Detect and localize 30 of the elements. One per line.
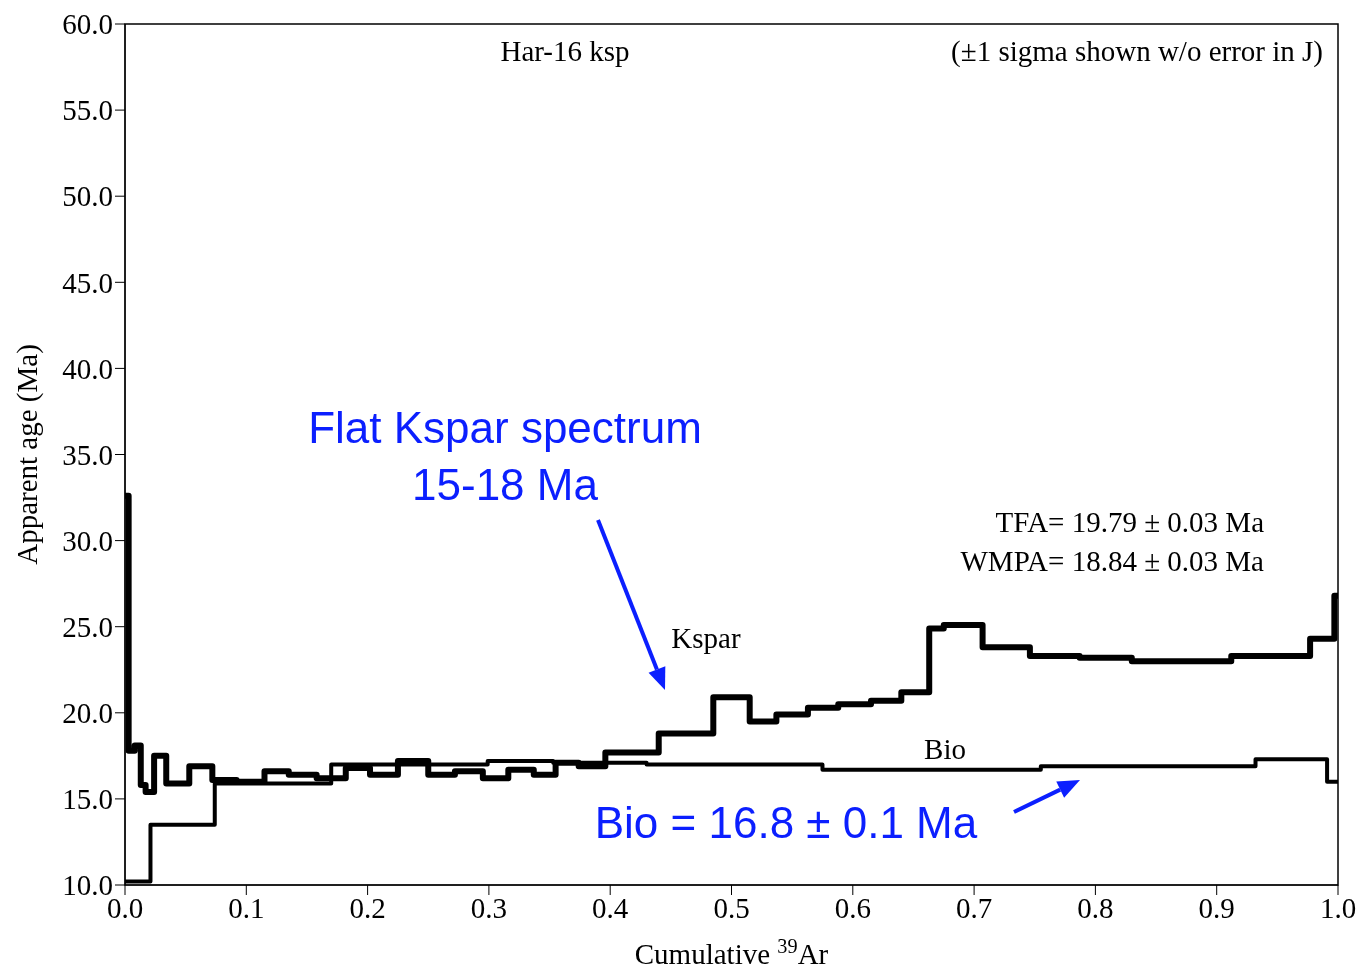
y-tick-label: 60.0	[62, 8, 113, 41]
y-tick-label: 35.0	[62, 438, 113, 471]
x-tick-label: 0.5	[713, 891, 750, 924]
y-tick-label: 50.0	[62, 180, 113, 213]
x-tick-label: 0.8	[1077, 891, 1114, 924]
y-axis-title: Apparent age (Ma)	[11, 344, 44, 565]
x-tick-label: 0.2	[349, 891, 386, 924]
series-label: Kspar	[671, 622, 741, 654]
y-tick-label: 55.0	[62, 94, 113, 127]
annotation: Har-16 ksp	[500, 35, 630, 67]
x-tick-label: 0.7	[955, 891, 993, 924]
annotation: Bio = 16.8 ± 0.1 Ma	[594, 798, 978, 847]
y-tick-label: 40.0	[62, 352, 113, 385]
x-tick-label: 0.4	[592, 891, 629, 924]
y-tick-label: 30.0	[62, 524, 113, 557]
annotation: TFA= 19.79 ± 0.03 Ma	[995, 506, 1265, 538]
series-label: Bio	[924, 733, 966, 765]
x-axis-title: Cumulative $^{39}$Ar	[634, 935, 829, 970]
annotation: Flat Kspar spectrum 15-18 Ma	[308, 403, 702, 510]
annotation: WMPA= 18.84 ± 0.03 Ma	[960, 545, 1265, 577]
x-tick-label: 0.1	[228, 891, 265, 924]
y-tick-label: 45.0	[62, 266, 113, 299]
x-tick-label: 0.3	[470, 891, 508, 924]
x-tick-label: 1.0	[1319, 891, 1357, 924]
y-tick-label: 15.0	[62, 783, 113, 816]
y-tick-label: 25.0	[62, 610, 113, 643]
x-tick-label: 0.9	[1198, 891, 1235, 924]
x-tick-label: 0.6	[834, 891, 871, 924]
annotation: (±1 sigma shown w/o error in J)	[951, 35, 1323, 68]
y-tick-label: 20.0	[62, 697, 113, 730]
